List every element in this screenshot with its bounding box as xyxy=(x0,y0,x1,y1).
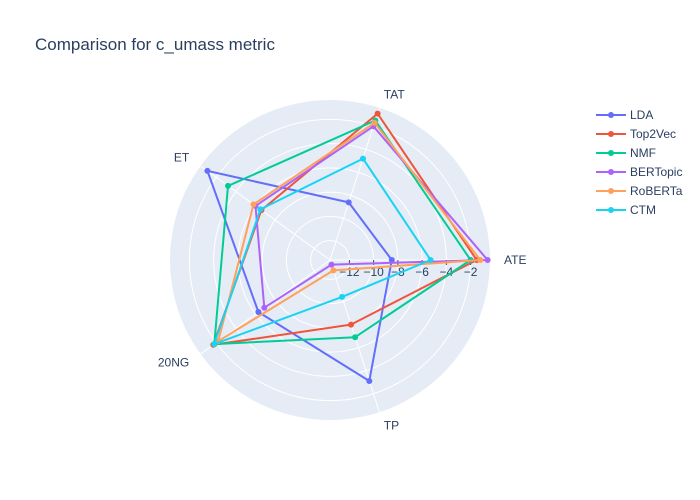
legend-item-lda[interactable]: LDA xyxy=(596,108,653,122)
grid-spoke xyxy=(329,107,380,261)
legend-label: BERTopic xyxy=(630,165,682,179)
data-point xyxy=(211,341,218,348)
data-point xyxy=(366,378,373,384)
data-point xyxy=(348,321,354,328)
legend-label: Top2Vec xyxy=(630,127,676,141)
series-line xyxy=(217,121,482,343)
legend-swatch-marker xyxy=(608,112,614,118)
radial-tick-label: −6 xyxy=(415,265,429,279)
legend[interactable]: LDA Top2Vec NMF BERTopic RoBERTa CTM xyxy=(596,108,683,217)
radial-tick-label: −2 xyxy=(464,265,478,279)
series-line xyxy=(213,157,432,346)
legend-item-top2vec[interactable]: Top2Vec xyxy=(596,127,676,141)
data-point xyxy=(345,199,352,206)
data-point xyxy=(360,155,366,162)
category-label-20ng: 20NG xyxy=(158,355,189,369)
data-point xyxy=(352,334,359,341)
category-label-et: ET xyxy=(174,151,190,165)
data-point xyxy=(388,257,395,263)
category-label-tat: TAT xyxy=(384,88,406,102)
data-point xyxy=(477,257,484,263)
legend-item-roberta[interactable]: RoBERTa xyxy=(596,184,683,198)
data-point xyxy=(374,110,381,117)
legend-label: RoBERTa xyxy=(630,184,683,198)
category-label-ate: ATE xyxy=(504,253,526,267)
legend-swatch-marker xyxy=(608,131,614,137)
legend-label: NMF xyxy=(630,146,656,160)
legend-label: LDA xyxy=(630,108,653,122)
legend-swatch-marker xyxy=(608,207,614,213)
series-ctm xyxy=(211,155,434,348)
series-line xyxy=(206,169,393,382)
legend-item-bertopic[interactable]: BERTopic xyxy=(596,165,682,179)
data-point xyxy=(427,257,434,263)
data-point xyxy=(204,167,211,174)
legend-swatch-marker xyxy=(608,169,614,175)
data-point xyxy=(328,261,335,268)
series-lda xyxy=(204,167,395,384)
legend-swatch-marker xyxy=(608,150,614,156)
radial-tick-label: −12 xyxy=(339,265,360,279)
legend-label: CTM xyxy=(630,203,656,217)
legend-swatch-marker xyxy=(608,188,614,194)
data-point xyxy=(484,257,491,263)
data-point xyxy=(257,206,264,213)
category-label-tp: TP xyxy=(384,418,399,432)
grid-spoke xyxy=(200,165,331,261)
angular-axis-labels: ATE TAT ET 20NG TP xyxy=(158,88,527,433)
series-layer xyxy=(204,110,491,384)
series-line xyxy=(254,125,489,309)
radial-tick-label: −4 xyxy=(440,265,454,279)
legend-item-nmf[interactable]: NMF xyxy=(596,146,656,160)
data-point xyxy=(255,309,262,315)
chart-title: Comparison for c_umass metric xyxy=(35,35,275,54)
data-point xyxy=(261,304,268,311)
data-point xyxy=(250,201,257,208)
data-point xyxy=(371,119,378,126)
data-point xyxy=(225,182,231,189)
data-point xyxy=(330,267,337,274)
data-point xyxy=(339,293,345,300)
legend-item-ctm[interactable]: CTM xyxy=(596,203,656,217)
